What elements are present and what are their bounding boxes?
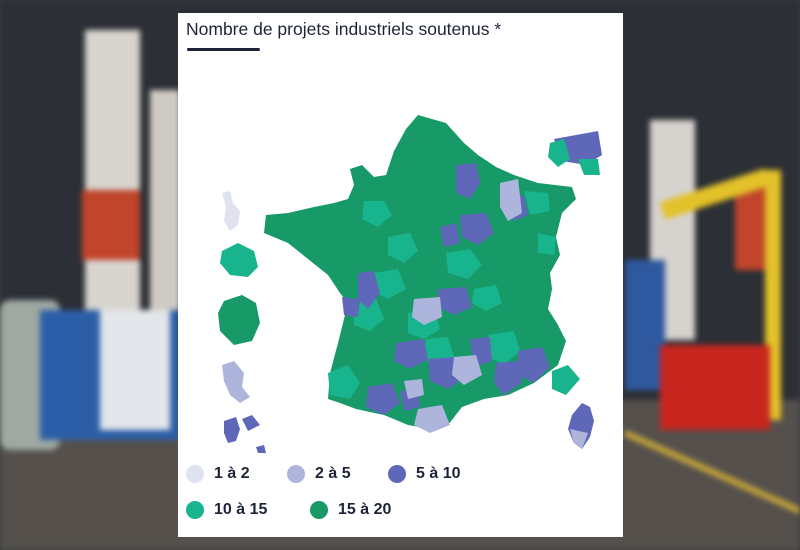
legend-swatch	[310, 501, 328, 519]
legend-swatch	[186, 501, 204, 519]
region-j	[538, 233, 556, 255]
region-k	[552, 365, 580, 395]
guadeloupe	[224, 415, 260, 443]
legend-item-2-5: 2 à 5	[287, 465, 351, 483]
legend-swatch	[388, 465, 406, 483]
region-b	[388, 233, 418, 263]
legend-label: 5 à 10	[416, 465, 461, 482]
title-underline	[187, 48, 260, 51]
legend-swatch	[186, 465, 204, 483]
region-x	[366, 383, 400, 415]
region-r	[342, 297, 360, 317]
region-ad	[412, 297, 442, 325]
region-ah	[548, 139, 570, 167]
region-h	[328, 365, 360, 399]
region-g	[488, 331, 520, 365]
region-e	[354, 299, 384, 331]
region-a	[362, 201, 392, 227]
region-q	[358, 271, 380, 309]
legend: 1 à 2 2 à 5 5 à 10 10 à 15 15 à 20	[178, 453, 623, 537]
region-aa	[494, 361, 522, 395]
corse-sud	[570, 429, 588, 449]
region-ae	[452, 355, 482, 385]
region-d	[374, 269, 406, 299]
legend-label: 10 à 15	[214, 501, 268, 518]
map-card: Nombre de projets industriels soutenus *	[178, 13, 623, 537]
legend-label: 1 à 2	[214, 465, 250, 482]
saint-pierre-et-miquelon	[222, 191, 240, 231]
region-ac	[500, 179, 522, 221]
region-o	[460, 213, 494, 245]
region-ab	[440, 223, 460, 247]
region-af	[414, 405, 450, 433]
guyane	[220, 243, 258, 277]
legend-item-1-2: 1 à 2	[186, 465, 250, 483]
france-map	[218, 115, 602, 453]
legend-label: 15 à 20	[338, 501, 392, 518]
region-s	[438, 287, 472, 315]
map-title: Nombre de projets industriels soutenus *	[186, 19, 502, 39]
region-m	[472, 285, 502, 311]
legend-item-5-10: 5 à 10	[388, 465, 460, 483]
region-ag	[404, 379, 424, 399]
martinique	[222, 361, 250, 403]
region-ai	[578, 159, 600, 175]
region-t	[394, 339, 428, 369]
mayotte	[256, 445, 266, 453]
legend-label: 2 à 5	[315, 465, 351, 482]
region-c	[446, 249, 482, 279]
region-n	[456, 163, 480, 199]
legend-swatch	[287, 465, 305, 483]
legend-item-15-20: 15 à 20	[310, 501, 391, 519]
region-w	[518, 347, 550, 383]
legend-item-10-15: 10 à 15	[186, 501, 267, 519]
reunion	[218, 295, 260, 345]
region-i	[524, 191, 550, 215]
